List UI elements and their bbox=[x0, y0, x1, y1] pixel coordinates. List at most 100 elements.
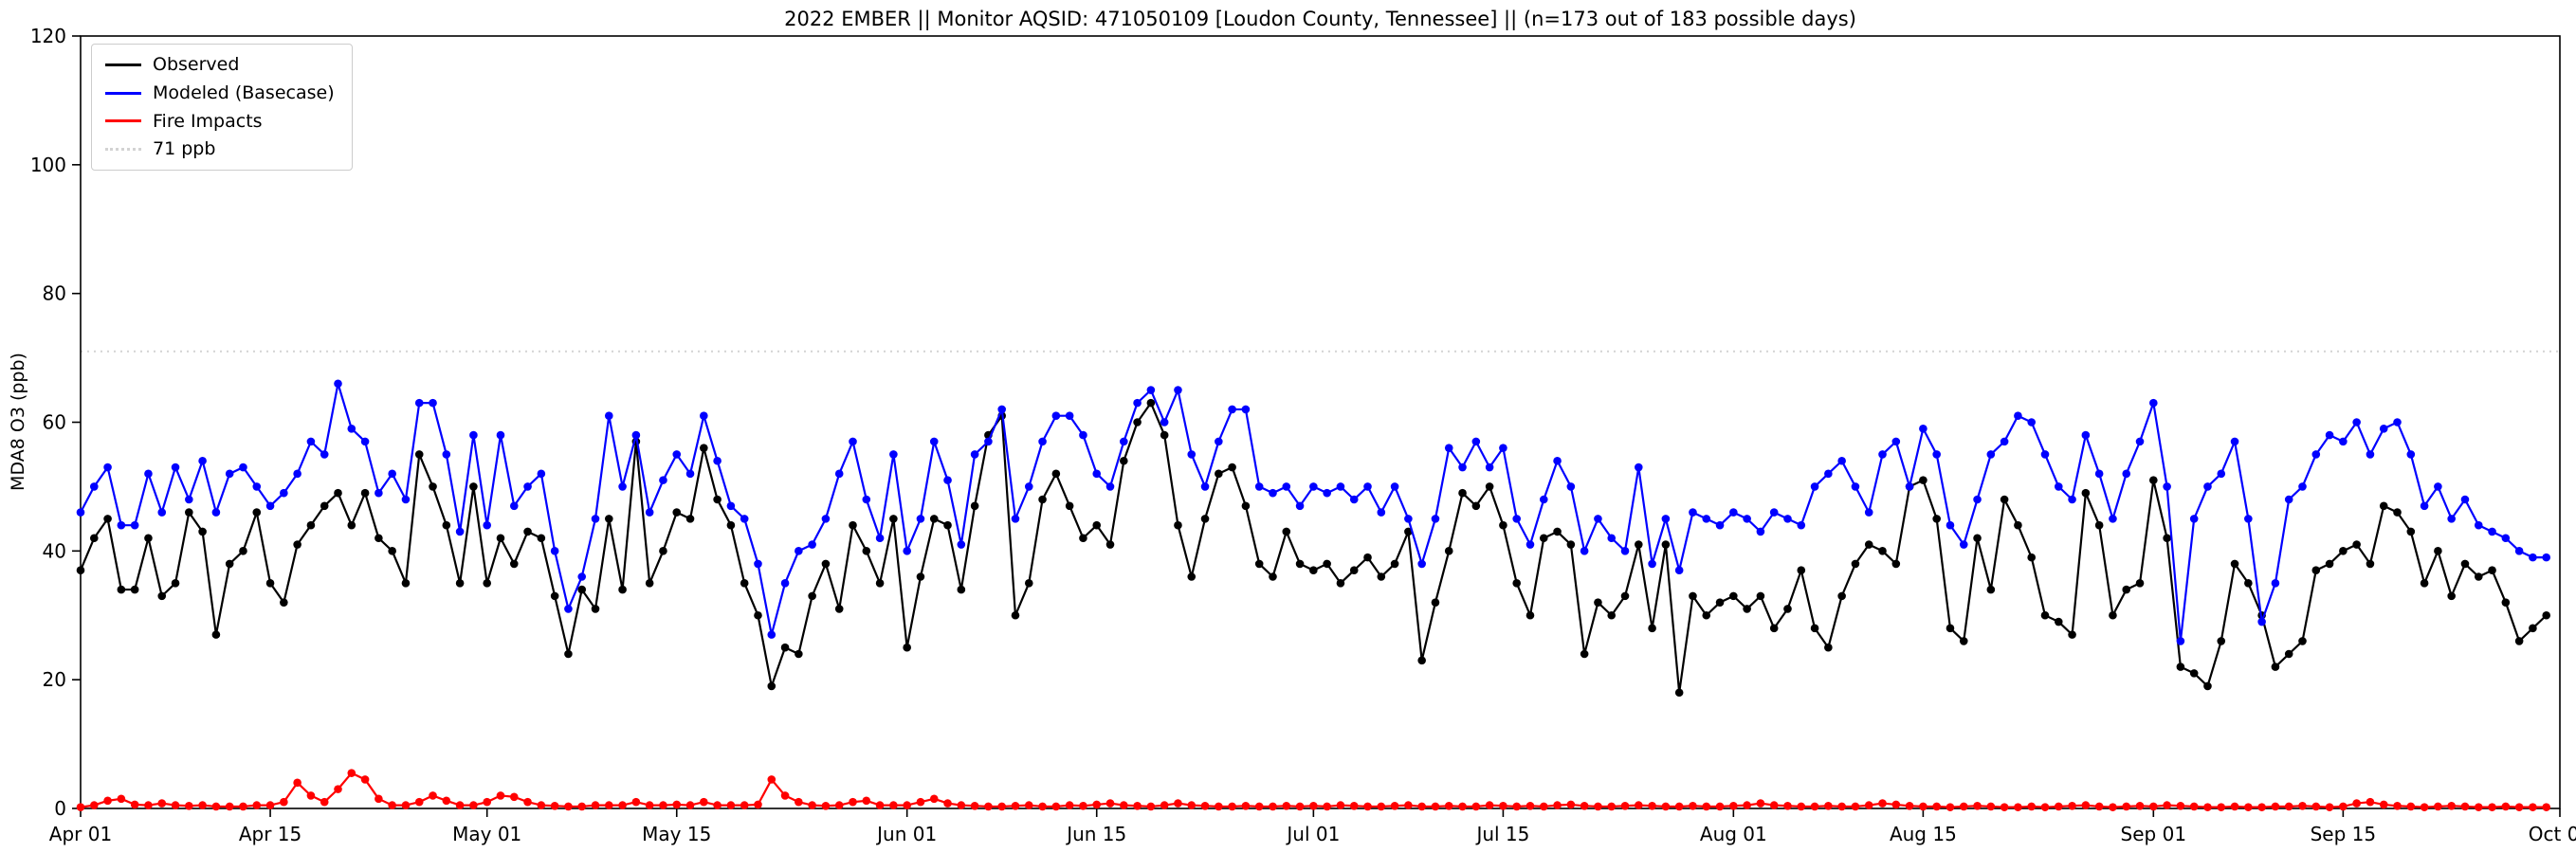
series-marker-fire-impacts bbox=[808, 801, 816, 809]
series-marker-fire-impacts bbox=[211, 802, 221, 811]
series-marker-modeled-basecase- bbox=[591, 515, 600, 523]
series-marker-modeled-basecase- bbox=[2149, 398, 2158, 408]
series-marker-observed bbox=[1336, 578, 1345, 588]
series-marker-fire-impacts bbox=[2068, 801, 2076, 810]
series-marker-fire-impacts bbox=[984, 802, 993, 811]
series-marker-fire-impacts bbox=[1200, 801, 1210, 810]
series-marker-observed bbox=[89, 534, 99, 543]
series-marker-observed bbox=[929, 515, 939, 523]
series-marker-modeled-basecase- bbox=[2257, 617, 2266, 626]
series-marker-modeled-basecase- bbox=[1607, 534, 1617, 543]
series-marker-fire-impacts bbox=[2149, 802, 2158, 811]
series-marker-observed bbox=[1377, 572, 1386, 581]
series-marker-fire-impacts bbox=[631, 797, 641, 807]
series-marker-fire-impacts bbox=[1959, 802, 1968, 811]
series-marker-modeled-basecase- bbox=[889, 450, 898, 459]
series-marker-fire-impacts bbox=[414, 797, 424, 807]
series-marker-fire-impacts bbox=[1363, 802, 1372, 811]
legend-item: Observed bbox=[105, 54, 335, 76]
series-marker-modeled-basecase- bbox=[2406, 450, 2416, 459]
series-marker-fire-impacts bbox=[2203, 803, 2212, 811]
series-marker-modeled-basecase- bbox=[685, 469, 695, 479]
series-marker-modeled-basecase- bbox=[808, 540, 816, 549]
series-marker-fire-impacts bbox=[2217, 803, 2226, 811]
series-marker-fire-impacts bbox=[2393, 801, 2402, 810]
series-marker-modeled-basecase- bbox=[469, 430, 478, 440]
series-marker-observed bbox=[280, 598, 288, 607]
series-marker-fire-impacts bbox=[1038, 802, 1047, 811]
series-marker-fire-impacts bbox=[903, 801, 911, 809]
series-marker-modeled-basecase- bbox=[1539, 495, 1548, 504]
series-marker-observed bbox=[360, 488, 370, 498]
series-marker-observed bbox=[875, 578, 885, 588]
series-marker-fire-impacts bbox=[1174, 799, 1182, 808]
series-marker-modeled-basecase- bbox=[1526, 540, 1535, 549]
series-marker-observed bbox=[2393, 508, 2402, 517]
series-marker-modeled-basecase- bbox=[144, 469, 153, 479]
series-marker-observed bbox=[442, 520, 451, 530]
series-marker-observed bbox=[2474, 572, 2483, 581]
series-marker-fire-impacts bbox=[1241, 801, 1251, 810]
series-marker-fire-impacts bbox=[1729, 801, 1738, 810]
series-marker-observed bbox=[1539, 534, 1548, 543]
series-marker-observed bbox=[2488, 566, 2496, 575]
series-marker-observed bbox=[293, 540, 301, 549]
series-marker-modeled-basecase- bbox=[2339, 437, 2348, 446]
series-marker-fire-impacts bbox=[834, 801, 844, 809]
series-marker-observed bbox=[645, 578, 654, 588]
series-marker-observed bbox=[1580, 649, 1589, 659]
series-marker-modeled-basecase- bbox=[1295, 501, 1305, 511]
y-axis-label: MDA8 O3 (ppb) bbox=[8, 353, 28, 491]
series-marker-modeled-basecase- bbox=[2176, 637, 2185, 645]
series-marker-fire-impacts bbox=[265, 801, 275, 809]
series-marker-modeled-basecase- bbox=[1620, 547, 1630, 555]
series-marker-modeled-basecase- bbox=[713, 456, 722, 465]
series-marker-modeled-basecase- bbox=[1580, 547, 1589, 555]
series-marker-observed bbox=[1051, 469, 1061, 479]
series-marker-modeled-basecase- bbox=[1105, 482, 1115, 491]
series-marker-fire-impacts bbox=[198, 801, 207, 809]
series-marker-fire-impacts bbox=[1377, 802, 1386, 811]
series-marker-fire-impacts bbox=[2325, 803, 2334, 811]
series-marker-observed bbox=[604, 515, 613, 523]
series-marker-modeled-basecase- bbox=[1120, 437, 1128, 446]
series-marker-modeled-basecase- bbox=[1729, 508, 1738, 517]
series-marker-modeled-basecase- bbox=[1824, 469, 1833, 479]
series-marker-observed bbox=[550, 591, 559, 601]
series-marker-fire-impacts bbox=[130, 800, 139, 809]
series-marker-modeled-basecase- bbox=[2434, 482, 2442, 491]
series-marker-modeled-basecase- bbox=[2094, 469, 2104, 479]
plot-frame bbox=[80, 35, 2561, 809]
series-marker-fire-impacts bbox=[2379, 800, 2388, 809]
series-marker-observed bbox=[1919, 476, 1927, 484]
series-marker-modeled-basecase- bbox=[1715, 520, 1725, 530]
series-marker-observed bbox=[1797, 566, 1806, 575]
series-marker-observed bbox=[903, 643, 911, 652]
series-marker-observed bbox=[2311, 566, 2321, 575]
series-marker-modeled-basecase- bbox=[388, 469, 396, 479]
series-marker-observed bbox=[808, 591, 816, 601]
series-marker-fire-impacts bbox=[1648, 801, 1656, 810]
series-marker-fire-impacts bbox=[1187, 801, 1197, 809]
y-tick-label: 0 bbox=[54, 797, 66, 820]
series-marker-modeled-basecase- bbox=[1648, 559, 1656, 569]
series-marker-observed bbox=[2054, 617, 2063, 626]
series-marker-observed bbox=[1431, 598, 1440, 607]
x-tick-label: Apr 15 bbox=[239, 823, 301, 845]
series-marker-modeled-basecase- bbox=[1011, 515, 1020, 523]
series-marker-observed bbox=[509, 559, 519, 569]
series-marker-modeled-basecase- bbox=[1241, 405, 1251, 414]
series-marker-modeled-basecase- bbox=[239, 463, 247, 472]
series-marker-observed bbox=[1444, 547, 1453, 555]
series-marker-fire-impacts bbox=[1878, 799, 1887, 808]
series-marker-observed bbox=[1079, 534, 1087, 543]
series-marker-observed bbox=[916, 572, 925, 581]
series-marker-modeled-basecase- bbox=[1051, 411, 1061, 421]
series-marker-modeled-basecase- bbox=[849, 437, 857, 446]
series-marker-observed bbox=[537, 534, 546, 543]
series-marker-modeled-basecase- bbox=[1038, 437, 1047, 446]
series-marker-modeled-basecase- bbox=[89, 482, 99, 491]
series-marker-observed bbox=[1187, 572, 1197, 581]
series-marker-modeled-basecase- bbox=[2488, 527, 2496, 536]
